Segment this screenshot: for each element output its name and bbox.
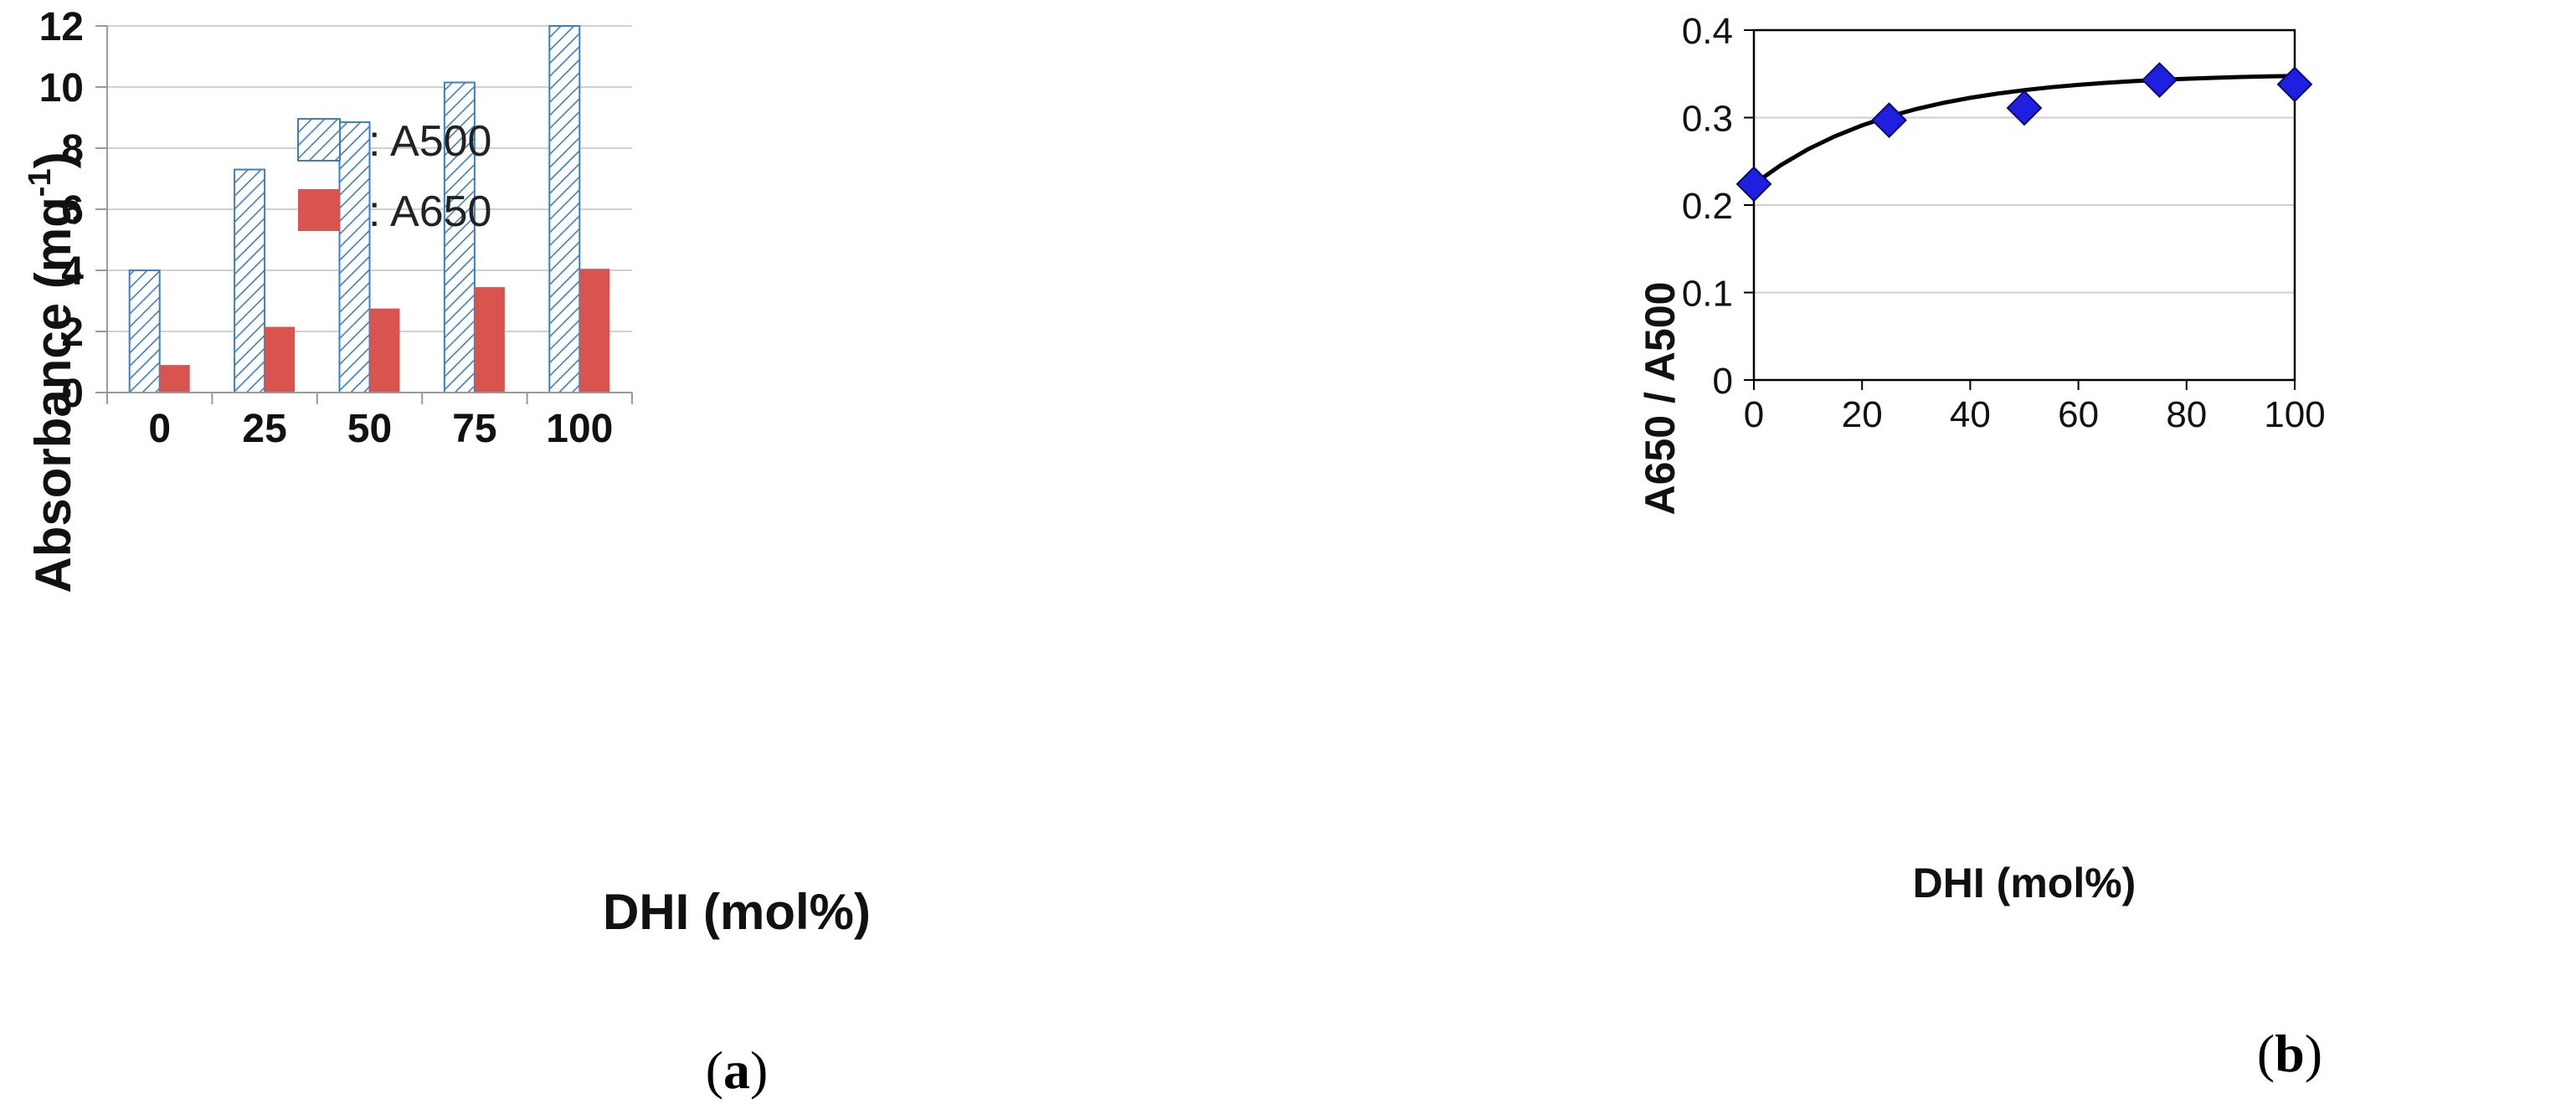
panel-a-y-axis-label: Absorbance (mg-1)	[23, 151, 81, 593]
b-y-tick-label: 0.2	[1682, 186, 1733, 227]
panel-a-label-letter: a	[723, 1040, 750, 1100]
panel-b-scatter-chart: 0 0.1 0.2 0.3 0.4 0 20 40 60 80 100 A650 / A500 D…	[1637, 11, 2326, 1083]
panel-a-label: (a)	[706, 1040, 769, 1100]
bar-a500	[338, 121, 371, 393]
b-x-tick-label: 40	[1950, 394, 1991, 435]
panel-a-label-close: )	[750, 1040, 768, 1100]
b-y-tick-label: 0.4	[1682, 11, 1733, 52]
panel-b-label-letter: b	[2275, 1024, 2305, 1083]
panel-a-axes	[95, 25, 633, 404]
legend-swatch-a500	[297, 118, 341, 162]
panel-b-axes	[1744, 28, 2296, 390]
panel-b-x-tick-labels: 0 20 40 60 80 100	[1744, 394, 2326, 435]
panel-b-label-close: )	[2305, 1024, 2322, 1083]
b-plot-frame	[1752, 28, 2296, 382]
a-x-tick-label: 0	[148, 407, 171, 451]
b-x-tick-label: 60	[2058, 394, 2099, 435]
a-y-tick-label: 8	[61, 127, 84, 172]
a-x-tick-label: 75	[452, 407, 496, 451]
data-point	[2276, 66, 2313, 103]
bar-a650	[159, 365, 190, 393]
panel-a-label-open: (	[706, 1040, 723, 1100]
panel-b-x-axis-label: DHI (mol%)	[1913, 860, 2136, 906]
data-point	[1735, 166, 1772, 203]
a-y-tick-label: 4	[61, 249, 84, 294]
b-y-tick-label: 0	[1713, 361, 1733, 402]
b-x-tick-label: 20	[1842, 394, 1883, 435]
data-point	[2142, 62, 2178, 98]
bar-a650	[369, 308, 400, 393]
panel-a-y-tick-labels: 0 2 4 6 8 10 12	[39, 5, 85, 416]
data-point	[2006, 90, 2043, 126]
b-x-tick-label: 0	[1744, 394, 1764, 435]
legend-label-a500: : A500	[368, 117, 491, 166]
a-x-tick-label: 100	[546, 407, 613, 451]
panel-a-x-tick-labels: 0 25 50 75 100	[148, 407, 613, 451]
panel-b-label-open: (	[2257, 1024, 2275, 1083]
bar-a500	[443, 81, 476, 394]
a-y-tick-label: 6	[61, 188, 84, 233]
panel-b-label: (b)	[2257, 1024, 2322, 1083]
b-y-tick-label: 0.3	[1682, 99, 1733, 140]
legend-label-a650: : A650	[368, 187, 491, 236]
bar-a500	[234, 168, 266, 394]
b-x-tick-label: 100	[2264, 394, 2325, 435]
a-y-tick-label: 0	[61, 372, 84, 416]
b-x-tick-label: 80	[2166, 394, 2207, 435]
a-y-tick-label: 10	[39, 66, 84, 110]
panel-b-y-axis-label: A650 / A500	[1637, 282, 1684, 516]
a-y-tick-label: 2	[61, 311, 84, 355]
b-y-tick-label: 0.1	[1682, 274, 1733, 315]
a-x-tick-label: 50	[347, 407, 392, 451]
bar-a650	[579, 269, 610, 393]
bar-a500	[548, 25, 581, 393]
panel-a-bar-chart: 0 2 4 6 8 10 12 0 25 50 75 100 : A500 : A650 Absor…	[23, 5, 871, 1100]
bar-a500	[128, 270, 161, 393]
panel-a-legend: : A500 : A650	[297, 117, 491, 236]
panel-a-x-axis-label: DHI (mol%)	[603, 884, 871, 940]
bar-a650	[265, 326, 296, 393]
panel-b-y-tick-labels: 0 0.1 0.2 0.3 0.4	[1682, 11, 1733, 402]
data-point	[1871, 102, 1907, 139]
panel-a-bars	[128, 25, 610, 394]
a-x-tick-label: 25	[242, 407, 286, 451]
legend-swatch-a650	[298, 189, 340, 231]
panel-b-gridlines	[1754, 116, 2295, 294]
panel-a-y-axis-label-close: )	[25, 151, 81, 168]
panel-b-data-points	[1735, 62, 2313, 203]
a-y-tick-label: 12	[39, 5, 84, 49]
panel-a-y-axis-label-main: Absorbance (mg	[25, 197, 81, 593]
bar-a650	[474, 287, 505, 393]
panel-a-y-axis-label-superscript: -1	[23, 168, 58, 197]
